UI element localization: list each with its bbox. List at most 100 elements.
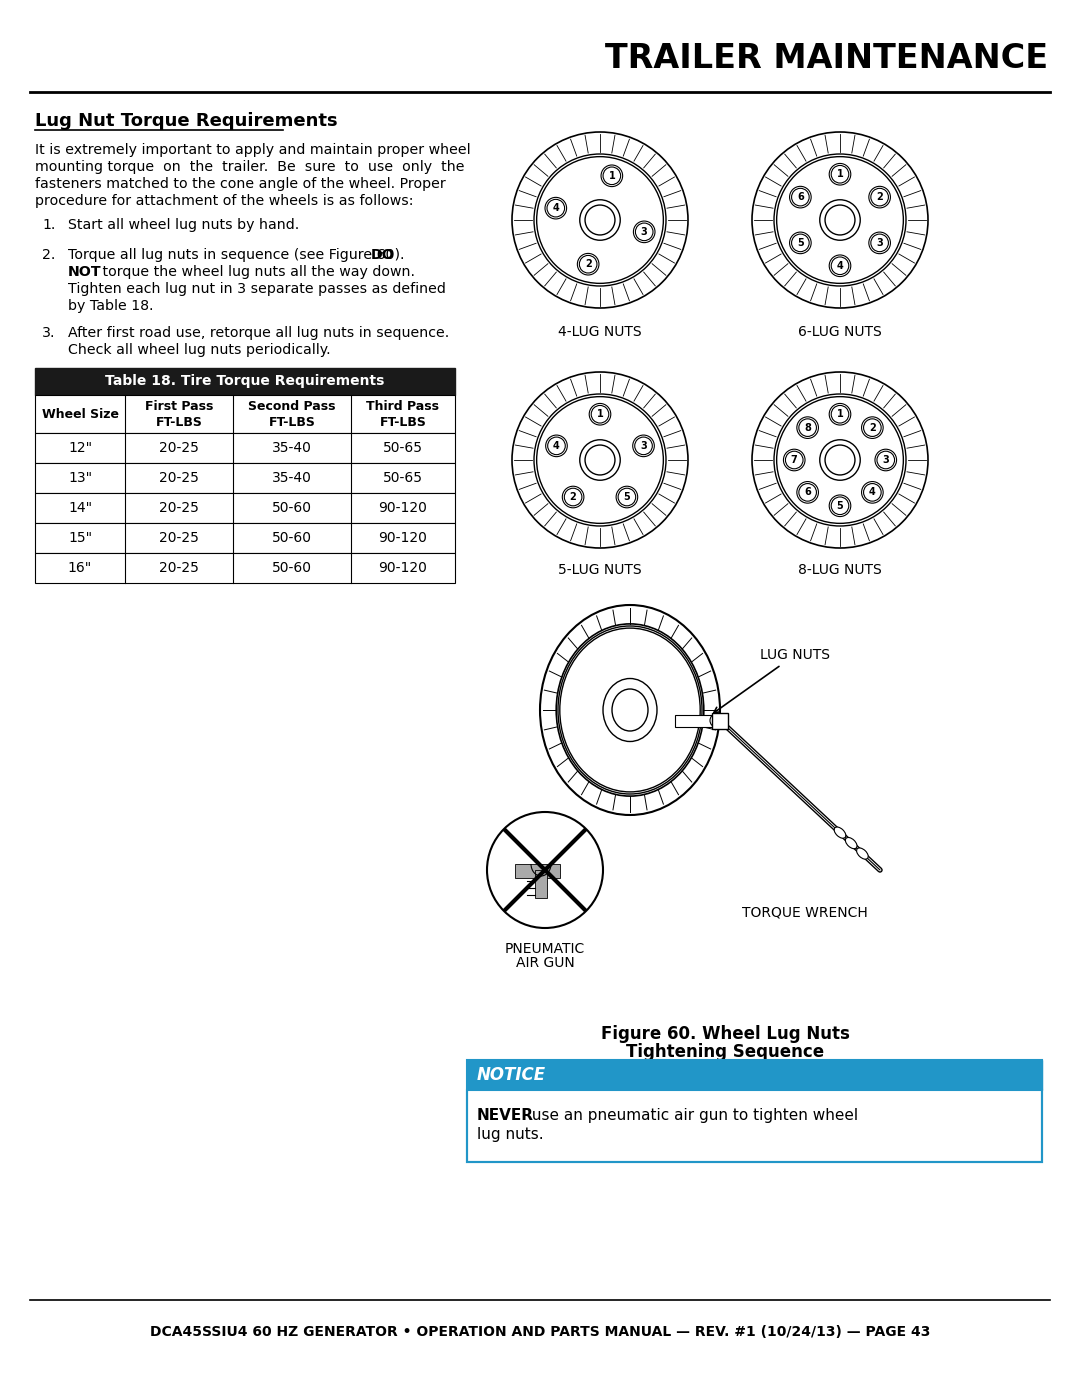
Circle shape xyxy=(832,405,849,423)
Ellipse shape xyxy=(559,629,700,792)
Text: AIR GUN: AIR GUN xyxy=(515,956,575,970)
Text: use an pneumatic air gun to tighten wheel: use an pneumatic air gun to tighten whee… xyxy=(527,1108,859,1123)
Circle shape xyxy=(602,165,623,187)
Circle shape xyxy=(829,256,851,277)
Circle shape xyxy=(864,419,881,436)
Text: DCA45SSIU4 60 HZ GENERATOR • OPERATION AND PARTS MANUAL — REV. #1 (10/24/13) — P: DCA45SSIU4 60 HZ GENERATOR • OPERATION A… xyxy=(150,1324,930,1338)
Ellipse shape xyxy=(556,624,704,796)
Text: Table 18. Tire Torque Requirements: Table 18. Tire Torque Requirements xyxy=(106,374,384,388)
Text: 1: 1 xyxy=(596,409,604,419)
Circle shape xyxy=(534,394,666,527)
Circle shape xyxy=(797,416,819,439)
Ellipse shape xyxy=(710,714,720,726)
Circle shape xyxy=(829,495,851,517)
Circle shape xyxy=(829,163,851,184)
Text: 13": 13" xyxy=(68,471,92,485)
Text: 6: 6 xyxy=(805,488,811,497)
Circle shape xyxy=(548,437,565,454)
Circle shape xyxy=(534,154,666,286)
Circle shape xyxy=(862,416,883,439)
Bar xyxy=(35,493,455,522)
Text: 3: 3 xyxy=(640,441,647,451)
Text: 4: 4 xyxy=(553,441,559,451)
Bar xyxy=(35,553,455,583)
Circle shape xyxy=(537,397,663,524)
Circle shape xyxy=(487,812,603,928)
Text: Tightening Sequence: Tightening Sequence xyxy=(626,1044,824,1060)
Circle shape xyxy=(512,131,688,307)
Circle shape xyxy=(825,446,855,475)
Bar xyxy=(712,712,728,728)
Ellipse shape xyxy=(558,626,702,793)
Text: 50-60: 50-60 xyxy=(272,531,312,545)
Circle shape xyxy=(797,482,819,503)
Text: 35-40: 35-40 xyxy=(272,471,312,485)
Text: LUG NUTS: LUG NUTS xyxy=(714,648,831,712)
Text: 15": 15" xyxy=(68,531,92,545)
Text: 2: 2 xyxy=(876,193,883,203)
Text: 5: 5 xyxy=(797,237,804,247)
Text: 50-65: 50-65 xyxy=(383,471,423,485)
Text: FT-LBS: FT-LBS xyxy=(156,416,202,429)
Circle shape xyxy=(545,197,567,219)
Circle shape xyxy=(868,186,890,208)
Text: 3.: 3. xyxy=(42,326,55,339)
Circle shape xyxy=(563,486,584,509)
Text: 1: 1 xyxy=(837,169,843,179)
Circle shape xyxy=(633,434,654,457)
Circle shape xyxy=(512,372,688,548)
Text: 2: 2 xyxy=(584,260,592,270)
Circle shape xyxy=(862,482,883,503)
Text: Lug Nut Torque Requirements: Lug Nut Torque Requirements xyxy=(35,112,338,130)
Text: Tighten each lug nut in 3 separate passes as defined: Tighten each lug nut in 3 separate passe… xyxy=(68,282,446,296)
Text: 3: 3 xyxy=(876,237,883,247)
Circle shape xyxy=(537,156,663,284)
Circle shape xyxy=(585,446,615,475)
Text: 16": 16" xyxy=(68,562,92,576)
Text: 35-40: 35-40 xyxy=(272,441,312,455)
Text: Second Pass: Second Pass xyxy=(248,400,336,412)
Text: TRAILER MAINTENANCE: TRAILER MAINTENANCE xyxy=(605,42,1048,74)
Ellipse shape xyxy=(540,605,720,814)
Circle shape xyxy=(870,235,889,251)
Circle shape xyxy=(591,405,609,423)
Bar xyxy=(467,1090,1042,1162)
Text: NEVER: NEVER xyxy=(477,1108,534,1123)
Bar xyxy=(35,462,455,493)
Circle shape xyxy=(590,404,611,425)
Circle shape xyxy=(752,131,928,307)
Circle shape xyxy=(820,440,861,481)
Text: Start all wheel lug nuts by hand.: Start all wheel lug nuts by hand. xyxy=(68,218,299,232)
Text: 4: 4 xyxy=(553,203,559,214)
Bar xyxy=(515,863,561,877)
Text: procedure for attachment of the wheels is as follows:: procedure for attachment of the wheels i… xyxy=(35,194,414,208)
Circle shape xyxy=(565,488,582,506)
Ellipse shape xyxy=(603,679,657,742)
Text: NOT: NOT xyxy=(68,265,102,279)
Text: 1: 1 xyxy=(837,409,843,419)
Text: by Table 18.: by Table 18. xyxy=(68,299,153,313)
Text: FT-LBS: FT-LBS xyxy=(379,416,427,429)
Text: 8: 8 xyxy=(805,423,811,433)
Bar xyxy=(467,1060,1042,1162)
Text: FT-LBS: FT-LBS xyxy=(269,416,315,429)
Text: Wheel Size: Wheel Size xyxy=(41,408,119,420)
Text: 7: 7 xyxy=(791,455,798,465)
Circle shape xyxy=(579,256,597,272)
Circle shape xyxy=(580,440,620,481)
Circle shape xyxy=(829,404,851,425)
Text: 6: 6 xyxy=(797,193,804,203)
Circle shape xyxy=(635,224,653,240)
Text: 50-60: 50-60 xyxy=(272,562,312,576)
Text: PNEUMATIC: PNEUMATIC xyxy=(504,942,585,956)
Bar xyxy=(35,395,455,433)
Text: fasteners matched to the cone angle of the wheel. Proper: fasteners matched to the cone angle of t… xyxy=(35,177,446,191)
Circle shape xyxy=(877,451,894,469)
Text: 6-LUG NUTS: 6-LUG NUTS xyxy=(798,326,882,339)
Text: 2.: 2. xyxy=(42,249,55,263)
Text: 20-25: 20-25 xyxy=(159,562,199,576)
Circle shape xyxy=(585,205,615,235)
Text: 20-25: 20-25 xyxy=(159,531,199,545)
Bar xyxy=(467,1060,1042,1090)
Circle shape xyxy=(616,486,637,509)
